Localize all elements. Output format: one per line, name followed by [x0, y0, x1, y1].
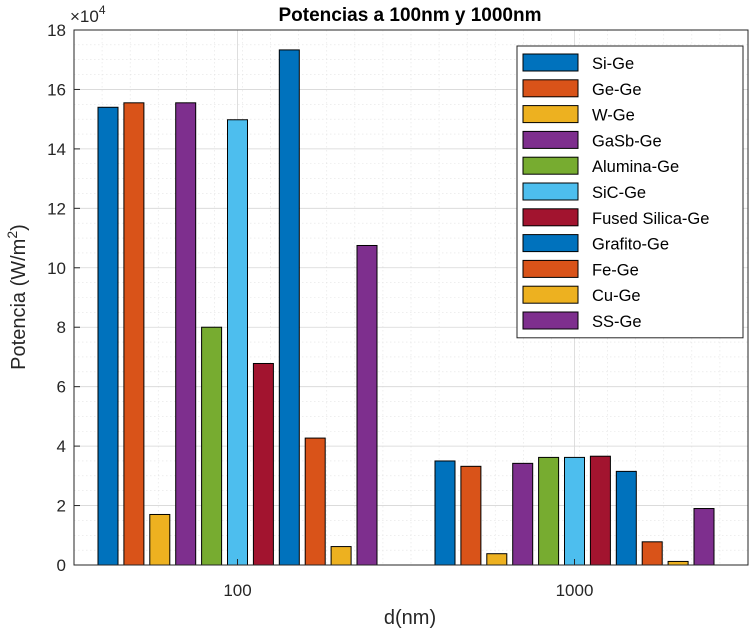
bar	[434, 460, 456, 566]
y-axis-ticks: 0 2 4 6 8 10 12 14 16 18	[47, 21, 80, 575]
y-tick-label: 4	[57, 437, 66, 456]
legend-label: Si-Ge	[592, 55, 634, 73]
bar	[201, 326, 223, 566]
legend-swatch	[522, 208, 579, 227]
y-tick-label: 10	[47, 259, 66, 278]
x-axis-ticks: 100 1000	[223, 559, 593, 600]
y-tick-label: 8	[57, 318, 66, 337]
legend-swatch	[522, 105, 579, 124]
legend-swatch	[522, 156, 579, 175]
y-tick-label: 18	[47, 21, 66, 40]
y-tick-label: 12	[47, 199, 66, 218]
bar	[615, 470, 637, 566]
y-tick-label: 6	[57, 378, 66, 397]
legend-label: GaSb-Ge	[592, 132, 662, 150]
y-tick-label: 16	[47, 80, 66, 99]
bar	[460, 465, 482, 566]
y-tick-label: 14	[47, 140, 66, 159]
legend-label: Cu-Ge	[592, 287, 641, 305]
bar	[538, 456, 560, 566]
legend-label: Ge-Ge	[592, 81, 642, 99]
bar	[564, 456, 585, 566]
legend-label: W-Ge	[592, 107, 635, 125]
legend-label: Fused Silica-Ge	[592, 210, 709, 228]
legend-swatch	[522, 234, 579, 253]
bar	[486, 553, 508, 566]
bar	[356, 244, 378, 566]
x-tick-label: 100	[223, 581, 251, 600]
legend-label: SiC-Ge	[592, 184, 646, 202]
legend-swatch	[522, 182, 579, 201]
legend-swatch	[522, 130, 579, 149]
bar	[97, 106, 119, 566]
legend-swatch	[522, 53, 579, 72]
legend-swatch	[522, 311, 579, 330]
bar	[123, 102, 145, 566]
bar	[149, 513, 171, 566]
legend-swatch	[522, 259, 579, 278]
bar	[252, 362, 274, 566]
bar	[278, 49, 300, 566]
legend: Si-Ge Ge-Ge W-Ge GaSb-Ge Alumina-Ge SiC-Ge Fus…	[516, 45, 744, 339]
bar	[304, 437, 326, 566]
bar	[589, 455, 611, 566]
y-tick-label: 0	[57, 556, 66, 575]
legend-swatch	[522, 79, 579, 98]
bar	[667, 560, 689, 566]
legend-label: SS-Ge	[592, 313, 642, 331]
y-axis-exponent: ×104	[70, 3, 106, 26]
bar	[330, 546, 352, 566]
x-axis-label: d(nm)	[384, 607, 436, 629]
bar	[512, 462, 534, 566]
bar	[693, 508, 715, 566]
legend-label: Alumina-Ge	[592, 158, 679, 176]
legend-swatch	[522, 285, 579, 304]
legend-label: Fe-Ge	[592, 261, 639, 279]
x-tick-label: 1000	[556, 581, 594, 600]
bar	[227, 119, 248, 566]
bar	[641, 541, 663, 566]
chart-title: Potencias a 100nm y 1000nm	[279, 5, 542, 26]
bars-layer	[97, 49, 715, 566]
y-axis-label: Potencia (W/m2)	[4, 224, 30, 370]
y-tick-label: 2	[57, 497, 66, 516]
plot-area-border	[73, 29, 749, 566]
bar	[175, 102, 197, 566]
legend-label: Grafito-Ge	[592, 236, 669, 254]
